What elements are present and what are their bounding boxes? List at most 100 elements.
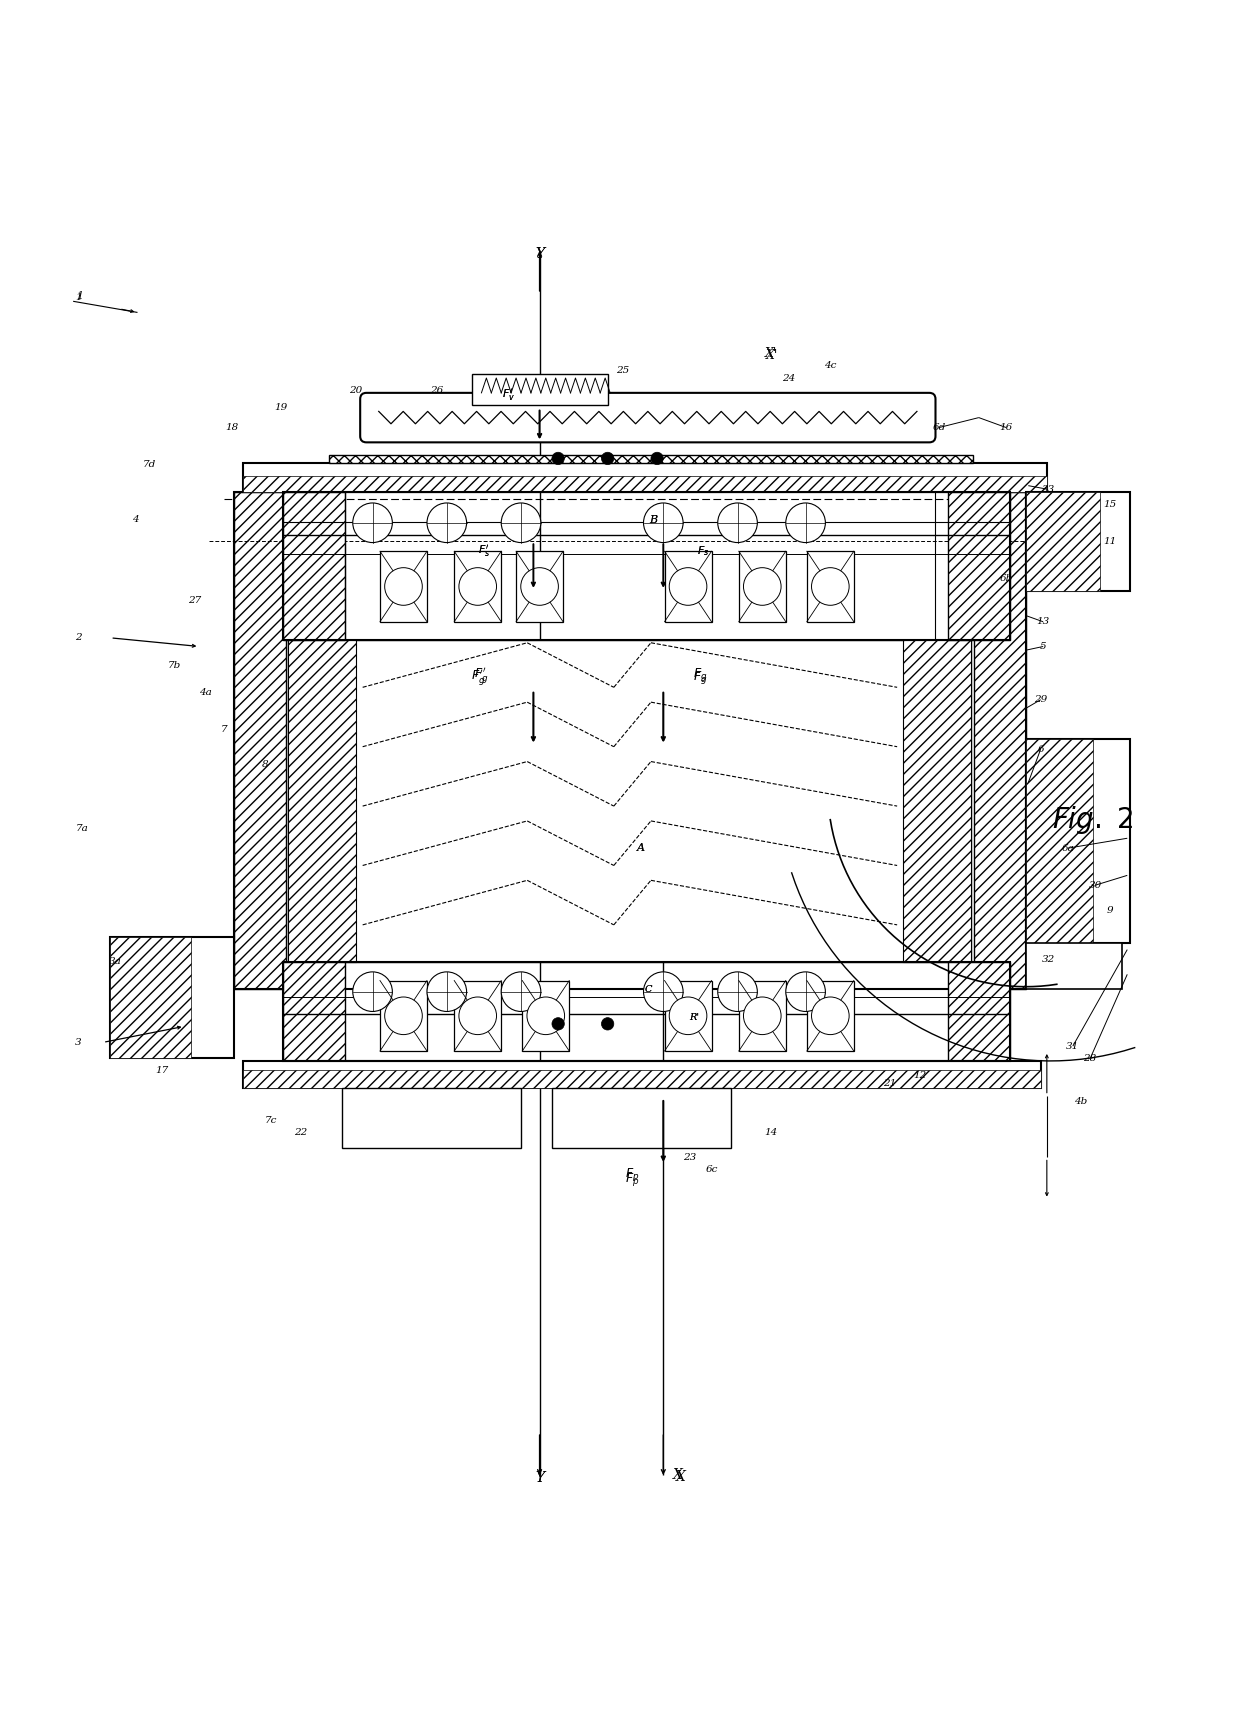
Text: C: C bbox=[645, 986, 652, 994]
Circle shape bbox=[786, 972, 826, 1011]
Bar bbox=[284, 961, 1009, 1061]
Bar bbox=[284, 492, 1009, 640]
Text: 1: 1 bbox=[76, 292, 83, 302]
Text: 6d: 6d bbox=[932, 423, 946, 432]
Text: 17: 17 bbox=[155, 1067, 169, 1075]
Bar bbox=[807, 980, 854, 1051]
Text: $F_g'$: $F_g'$ bbox=[474, 665, 489, 685]
Circle shape bbox=[384, 998, 423, 1034]
Text: 20: 20 bbox=[348, 387, 362, 395]
Text: B: B bbox=[650, 516, 657, 525]
Text: $F_s'$: $F_s'$ bbox=[477, 544, 490, 559]
Text: $F_g$: $F_g$ bbox=[693, 666, 708, 683]
Text: 23: 23 bbox=[683, 1153, 696, 1162]
Text: X: X bbox=[673, 1469, 683, 1483]
Text: $F_s$: $F_s$ bbox=[697, 544, 709, 557]
Bar bbox=[665, 551, 712, 621]
Text: 3a: 3a bbox=[109, 958, 122, 967]
Text: $F_s$: $F_s$ bbox=[697, 544, 709, 557]
Text: 27: 27 bbox=[187, 595, 201, 606]
Text: Y: Y bbox=[534, 1471, 544, 1484]
Bar bbox=[522, 980, 569, 1051]
Text: 7a: 7a bbox=[76, 823, 88, 834]
Text: 1: 1 bbox=[74, 293, 82, 302]
Bar bbox=[379, 980, 427, 1051]
Text: $F_p$: $F_p$ bbox=[625, 1167, 640, 1184]
Bar bbox=[1025, 492, 1100, 590]
Bar bbox=[379, 551, 427, 621]
Circle shape bbox=[718, 502, 758, 542]
Text: R': R' bbox=[689, 1013, 699, 1022]
Text: $F_s'$: $F_s'$ bbox=[477, 544, 490, 559]
Bar bbox=[243, 1070, 1040, 1087]
Bar bbox=[947, 961, 1009, 1061]
Text: $\mathit{Fig.\ 2}$: $\mathit{Fig.\ 2}$ bbox=[1052, 804, 1133, 835]
Circle shape bbox=[427, 502, 466, 542]
Text: 24: 24 bbox=[781, 373, 795, 383]
Text: A: A bbox=[637, 844, 645, 853]
Text: 32: 32 bbox=[1042, 954, 1055, 965]
Bar bbox=[973, 492, 1025, 989]
Bar bbox=[1025, 944, 1122, 989]
Text: 25: 25 bbox=[616, 366, 629, 375]
Bar bbox=[552, 1087, 732, 1148]
Bar bbox=[739, 980, 786, 1051]
Circle shape bbox=[552, 452, 564, 464]
Text: 14: 14 bbox=[764, 1129, 777, 1137]
Bar bbox=[284, 492, 345, 640]
Bar bbox=[665, 980, 712, 1051]
Circle shape bbox=[786, 502, 826, 542]
Circle shape bbox=[601, 1018, 614, 1030]
Bar bbox=[1025, 492, 1130, 590]
Circle shape bbox=[552, 1018, 564, 1030]
Text: 3: 3 bbox=[74, 1037, 82, 1048]
Text: X': X' bbox=[766, 349, 779, 362]
Bar bbox=[454, 551, 501, 621]
Text: 7b: 7b bbox=[167, 661, 181, 670]
Text: 29: 29 bbox=[1034, 696, 1048, 704]
Text: C: C bbox=[645, 986, 652, 994]
Circle shape bbox=[644, 972, 683, 1011]
Text: 16: 16 bbox=[999, 423, 1013, 432]
Text: 21: 21 bbox=[883, 1079, 897, 1087]
Text: $F_p$: $F_p$ bbox=[625, 1172, 640, 1187]
Circle shape bbox=[651, 452, 663, 464]
Bar bbox=[234, 492, 286, 989]
Text: 15: 15 bbox=[1104, 501, 1116, 509]
Bar bbox=[342, 1087, 521, 1148]
Text: 5: 5 bbox=[1040, 642, 1047, 651]
Circle shape bbox=[501, 502, 541, 542]
Bar bbox=[243, 463, 1047, 492]
Text: X': X' bbox=[765, 347, 777, 359]
Circle shape bbox=[501, 972, 541, 1011]
Circle shape bbox=[384, 568, 423, 606]
Text: R': R' bbox=[689, 1013, 699, 1022]
Text: 7c: 7c bbox=[265, 1115, 278, 1125]
Bar bbox=[243, 476, 1047, 492]
Bar bbox=[947, 492, 1009, 640]
Bar bbox=[110, 937, 234, 1058]
Text: 12: 12 bbox=[913, 1072, 926, 1080]
Text: 19: 19 bbox=[274, 404, 288, 413]
Text: $F_g$: $F_g$ bbox=[693, 670, 708, 685]
Text: 4b: 4b bbox=[1074, 1098, 1087, 1106]
Bar bbox=[110, 937, 191, 1058]
Text: 6b: 6b bbox=[999, 575, 1013, 583]
Text: Y: Y bbox=[534, 247, 544, 261]
Text: 31: 31 bbox=[1066, 1041, 1080, 1051]
Bar bbox=[234, 492, 1025, 989]
Text: 4: 4 bbox=[131, 514, 139, 523]
Text: 7: 7 bbox=[221, 725, 227, 734]
Text: X: X bbox=[676, 1469, 686, 1484]
Text: 4a: 4a bbox=[200, 687, 212, 697]
Circle shape bbox=[811, 998, 849, 1034]
Circle shape bbox=[744, 998, 781, 1034]
Circle shape bbox=[811, 568, 849, 606]
Text: 13: 13 bbox=[1037, 618, 1050, 627]
Text: 4c: 4c bbox=[825, 361, 837, 369]
Bar bbox=[516, 551, 563, 621]
Bar bbox=[471, 375, 608, 406]
Text: 6: 6 bbox=[1038, 744, 1044, 754]
Text: 33: 33 bbox=[1042, 485, 1055, 494]
Text: B: B bbox=[650, 516, 657, 525]
